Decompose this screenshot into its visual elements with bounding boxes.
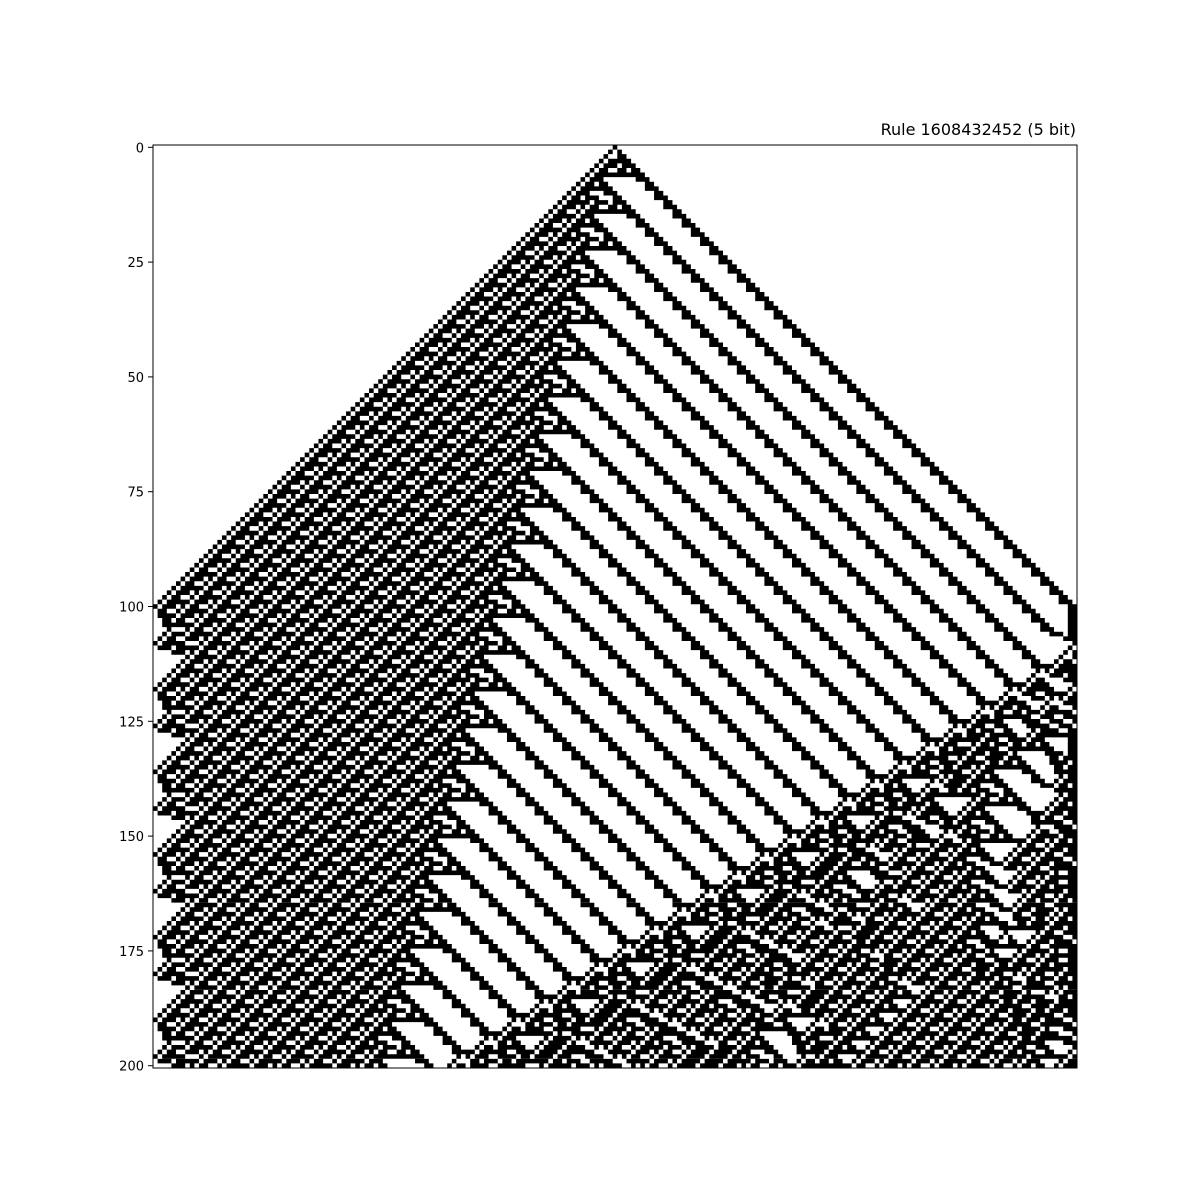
- y-tick-label-5: 125: [119, 715, 144, 730]
- chart-title: Rule 1608432452 (5 bit): [880, 120, 1076, 139]
- y-axis: 0 25 50 75 100 125 150 175 200: [119, 141, 153, 1075]
- y-tick-label-8: 200: [119, 1060, 144, 1075]
- y-tick-label-7: 175: [119, 945, 144, 960]
- y-tick-label-1: 25: [127, 256, 144, 271]
- y-tick-label-4: 100: [119, 601, 144, 616]
- y-tick-label-6: 150: [119, 830, 144, 845]
- ca-cells-path: [153, 145, 1077, 1068]
- ca-cells: [153, 145, 1077, 1068]
- y-tick-label-2: 50: [127, 371, 144, 386]
- y-tick-label-3: 75: [127, 486, 144, 501]
- y-tick-label-0: 0: [136, 141, 144, 156]
